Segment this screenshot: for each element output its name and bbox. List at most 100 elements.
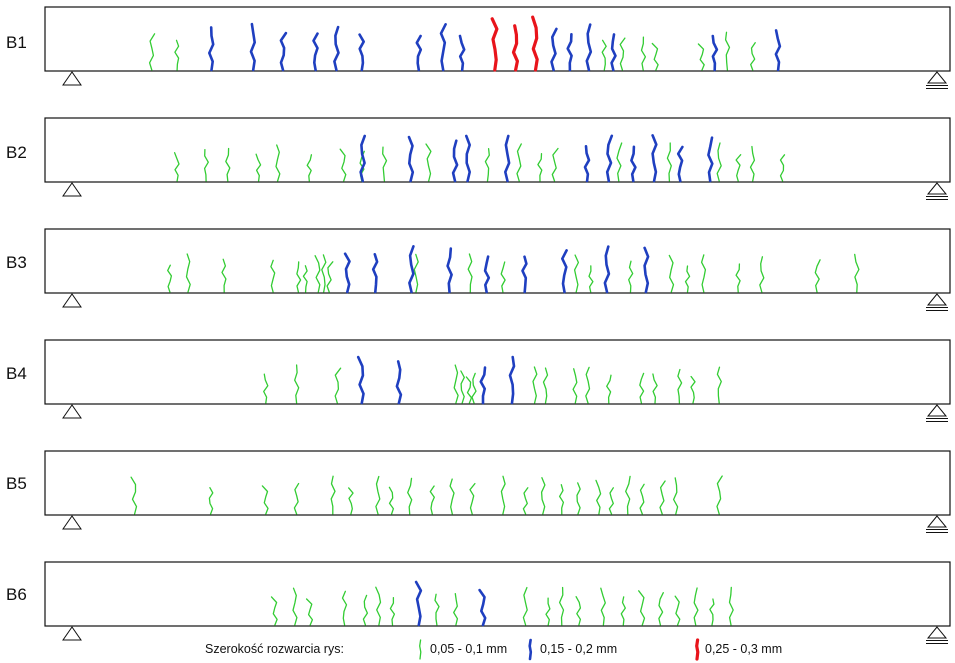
crack-green — [640, 36, 647, 71]
crack-green — [540, 477, 546, 515]
crack-blue — [408, 245, 415, 294]
crack-green — [294, 364, 300, 404]
crack-green — [639, 372, 645, 404]
crack-green — [674, 595, 681, 626]
crack-green — [148, 33, 156, 71]
crack-blue — [643, 246, 650, 294]
crack-green — [690, 375, 696, 404]
crack-green — [425, 143, 432, 182]
crack-green — [759, 256, 765, 293]
crack-green — [173, 152, 180, 182]
beam-outline — [44, 450, 951, 516]
crack-green — [375, 586, 382, 626]
crack-green — [429, 485, 435, 515]
crack-red — [511, 24, 519, 72]
beam-5 — [44, 450, 951, 533]
crack-green — [684, 265, 691, 293]
crack-green — [185, 253, 191, 293]
legend-label-blue: 0,15 - 0,2 mm — [540, 642, 618, 656]
crack-green — [854, 253, 860, 293]
pin-support — [62, 515, 82, 530]
crack-green — [221, 258, 227, 293]
crack-green — [270, 596, 278, 626]
crack-green — [616, 142, 623, 182]
crack-red — [531, 15, 539, 72]
crack-green — [270, 259, 276, 293]
crack-green — [275, 144, 281, 182]
crack-green — [693, 587, 699, 626]
crack-green — [608, 487, 614, 515]
crack-green — [575, 596, 582, 626]
crack-green — [716, 142, 722, 182]
crack-green — [362, 594, 369, 626]
crack-green — [716, 366, 722, 404]
crack-green — [453, 592, 459, 626]
crack-blue — [504, 134, 511, 183]
crack-green — [302, 265, 308, 293]
crack-green — [779, 154, 786, 182]
crack-green — [672, 477, 679, 515]
crack-green — [585, 366, 591, 404]
crack-green — [558, 484, 565, 515]
crack-green — [638, 590, 646, 626]
crack-green — [572, 368, 578, 404]
crack-blue — [395, 360, 403, 405]
crack-green — [724, 31, 731, 71]
crack-green — [453, 364, 459, 404]
crack-blue — [249, 22, 256, 72]
crack-blue — [550, 27, 558, 72]
crack-green — [174, 39, 180, 71]
roller-support — [926, 404, 948, 417]
crack-green — [606, 374, 612, 404]
crack-red — [490, 17, 499, 72]
pin-support — [62, 182, 82, 197]
crack-green — [465, 376, 473, 404]
crack-green — [728, 586, 734, 626]
crack-green — [659, 480, 666, 515]
crack-blue — [774, 29, 782, 72]
crack-blue — [566, 33, 573, 72]
crack-blue — [707, 136, 714, 183]
crack-green — [537, 153, 543, 182]
crack-blue — [651, 134, 658, 183]
beam-label-b6: B6 — [6, 585, 27, 604]
crack-blue — [478, 588, 487, 627]
crack-green — [208, 487, 214, 515]
crack-green — [263, 373, 269, 404]
crack-green — [658, 592, 664, 626]
roller-support — [926, 293, 948, 306]
crack-blue — [561, 249, 568, 294]
crack-green — [296, 261, 302, 293]
crack-green — [700, 254, 707, 293]
beam-6 — [44, 561, 951, 644]
crack-blue — [465, 134, 471, 183]
crack-green — [484, 148, 490, 182]
crack-blue — [508, 355, 516, 405]
crack-blue — [312, 32, 319, 72]
crack-blue — [458, 34, 466, 72]
crack-green — [225, 147, 231, 182]
crack-green — [735, 263, 741, 293]
crack-blue — [371, 253, 379, 294]
crack-green — [697, 43, 705, 71]
crack-green — [522, 487, 529, 515]
crack-green — [261, 485, 269, 515]
beam-outline — [44, 561, 951, 627]
crack-green — [709, 598, 715, 626]
crack-green — [677, 368, 683, 404]
crack-green — [588, 265, 594, 293]
crack-blue — [446, 247, 453, 294]
beam-2 — [44, 117, 951, 200]
crack-green — [735, 154, 742, 182]
crack-green — [576, 482, 581, 515]
crack-blue — [343, 252, 351, 294]
beam-outline — [44, 228, 951, 294]
crack-green — [651, 42, 659, 71]
crack-blue — [356, 355, 365, 405]
crack-green — [467, 253, 473, 293]
crack-green — [407, 477, 413, 515]
crack-green — [434, 593, 440, 626]
crack-green — [326, 261, 334, 293]
